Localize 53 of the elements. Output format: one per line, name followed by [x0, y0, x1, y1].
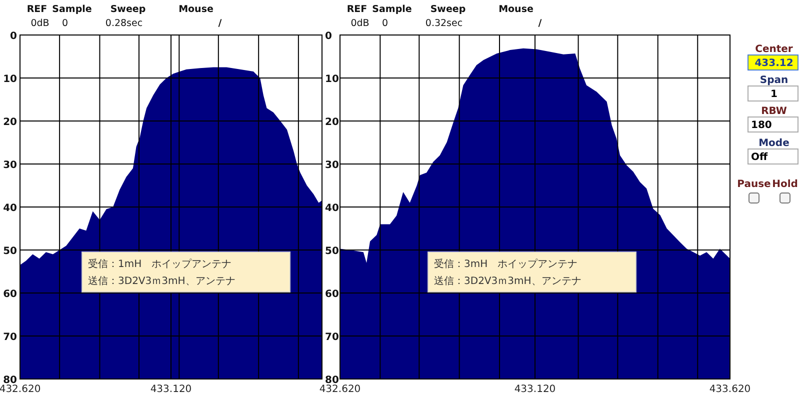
- y-tick-label: 20: [3, 117, 18, 128]
- y2-tick-label: 70: [325, 332, 339, 343]
- annotation: 送信：3D2V3ｍ3mH、アンテナ: [434, 275, 582, 287]
- y-tick-label: 80: [3, 375, 18, 386]
- text: Pause: [737, 179, 772, 190]
- annotation: 送信：3D2V3ｍ3mH、アンテナ: [88, 275, 236, 287]
- text: 0dB: [350, 18, 370, 29]
- text: 0.28sec: [105, 18, 143, 29]
- y2-tick-label: 50: [325, 246, 339, 257]
- x-tick-label: 433.120: [150, 384, 192, 395]
- annotation: 受信：1mH ホイップアンテナ: [88, 258, 232, 270]
- y2-tick-label: 40: [325, 203, 339, 214]
- y2-tick-label: 80: [325, 375, 339, 386]
- text: 433.12: [754, 58, 794, 69]
- text: Span: [760, 75, 788, 86]
- text: Mode: [758, 138, 790, 149]
- y-tick-label: 50: [3, 246, 18, 257]
- y2-tick-label: 30: [325, 160, 339, 171]
- text: /: [218, 18, 222, 29]
- y-tick-label: 0: [10, 31, 18, 42]
- text: REF: [26, 4, 48, 15]
- x-tick-label: 432.620: [0, 384, 41, 395]
- annotation: 受信：3mH ホイップアンテナ: [434, 258, 578, 270]
- text: Sweep: [430, 4, 466, 15]
- y2-tick-label: 0: [325, 31, 332, 42]
- text: Off: [751, 152, 768, 163]
- text: Sample: [372, 4, 412, 15]
- text: Mouse: [178, 4, 214, 15]
- text: Mouse: [498, 4, 534, 15]
- y-tick-label: 30: [3, 160, 18, 171]
- text: Sample: [52, 4, 92, 15]
- y-tick-label: 40: [3, 203, 18, 214]
- text: 0: [382, 18, 388, 29]
- text: /: [538, 18, 542, 29]
- y-tick-label: 70: [3, 332, 18, 343]
- text: REF: [346, 4, 368, 15]
- text: 0.32sec: [425, 18, 463, 29]
- y-tick-label: 10: [3, 74, 18, 85]
- y2-tick-label: 60: [325, 289, 339, 300]
- text: 0: [62, 18, 68, 29]
- text: Sweep: [110, 4, 146, 15]
- y-tick-label: 60: [3, 289, 18, 300]
- text: Hold: [772, 179, 798, 190]
- text: 0dB: [30, 18, 50, 29]
- x-tick-label: 433.120: [514, 384, 556, 395]
- text: RBW: [761, 106, 787, 117]
- x-tick-label: 433.620: [709, 384, 751, 395]
- text: 1: [770, 89, 778, 100]
- text: Center: [755, 44, 793, 55]
- text: 180: [751, 120, 772, 131]
- x-tick-label: 432.620: [319, 384, 361, 395]
- y2-tick-label: 20: [325, 117, 339, 128]
- y2-tick-label: 10: [325, 74, 339, 85]
